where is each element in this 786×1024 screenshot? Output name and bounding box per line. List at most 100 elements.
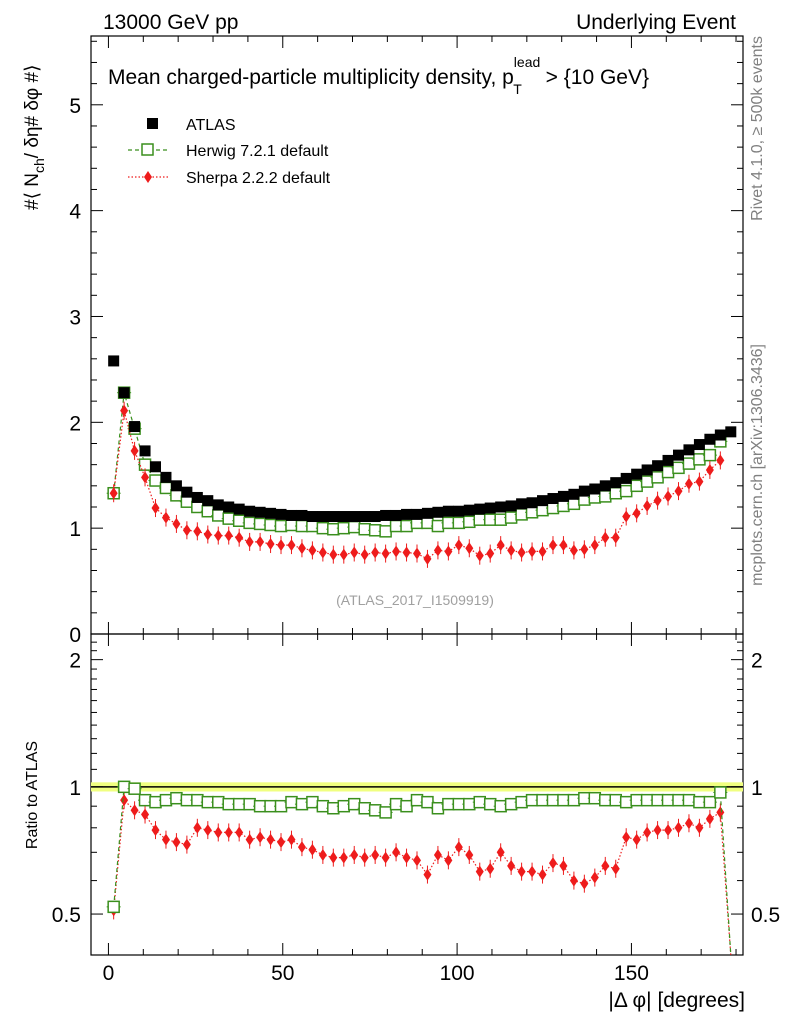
chart-title-superscript: lead bbox=[514, 54, 540, 70]
sherpa-point bbox=[371, 546, 380, 559]
sherpa-point bbox=[329, 548, 338, 561]
herwig-ratio-point bbox=[138, 793, 152, 807]
sherpa-ratio-point bbox=[141, 808, 150, 821]
herwig-point bbox=[452, 516, 466, 530]
chart-title-tail: > {10 GeV} bbox=[540, 66, 649, 89]
atlas-point bbox=[254, 506, 266, 518]
herwig-ratio-point bbox=[567, 793, 581, 807]
sherpa-ratio-point bbox=[632, 833, 641, 846]
herwig-ratio-point bbox=[379, 806, 392, 819]
atlas-point bbox=[599, 480, 611, 492]
herwig-point bbox=[264, 518, 277, 532]
x-tick-label: 150 bbox=[614, 962, 649, 985]
atlas-point bbox=[463, 504, 475, 516]
herwig-ratio-point bbox=[714, 786, 727, 799]
ratio-series-layer bbox=[106, 780, 732, 956]
sherpa-point bbox=[287, 539, 296, 552]
atlas-point bbox=[578, 485, 590, 497]
sherpa-point bbox=[235, 531, 244, 544]
sherpa-point bbox=[224, 529, 233, 542]
atlas-point bbox=[641, 464, 653, 476]
sherpa-point bbox=[590, 539, 599, 552]
sherpa-ratio-point bbox=[193, 821, 202, 834]
atlas-point bbox=[547, 493, 559, 505]
atlas-point bbox=[693, 439, 705, 451]
sherpa-ratio-point bbox=[339, 851, 348, 864]
atlas-point bbox=[652, 460, 664, 472]
atlas-point bbox=[526, 497, 538, 509]
sherpa-point bbox=[465, 542, 474, 555]
sherpa-point bbox=[507, 544, 516, 557]
herwig-point bbox=[463, 515, 476, 529]
sherpa-point bbox=[141, 471, 150, 484]
main-y-axis-label: #⟨ Nch/ δη# δφ #⟩ bbox=[22, 65, 47, 210]
sherpa-point bbox=[339, 548, 348, 561]
sherpa-point bbox=[308, 544, 317, 557]
x-tick-label: 50 bbox=[271, 962, 294, 985]
sherpa-ratio-point bbox=[256, 831, 265, 844]
herwig-ratio-point bbox=[389, 797, 403, 811]
sherpa-ratio-point bbox=[507, 859, 516, 872]
herwig-point bbox=[599, 490, 612, 503]
atlas-point bbox=[327, 511, 339, 523]
atlas-point bbox=[150, 461, 162, 473]
sherpa-ratio-point bbox=[423, 868, 432, 881]
sherpa-point bbox=[653, 494, 662, 507]
herwig-ratio-series bbox=[106, 780, 732, 956]
sherpa-ratio-point bbox=[151, 824, 160, 837]
x-tick-label: 100 bbox=[440, 962, 475, 985]
herwig-point bbox=[253, 517, 267, 531]
main-y-axis-label-tail: / δη# δφ #⟩ bbox=[22, 65, 43, 159]
legend-herwig-marker bbox=[141, 143, 154, 156]
atlas-point bbox=[296, 509, 308, 521]
sherpa-point bbox=[402, 546, 411, 559]
analysis-id-label: (ATLAS_2017_I1509919) bbox=[336, 592, 494, 608]
sherpa-point bbox=[381, 547, 390, 560]
atlas-point bbox=[129, 421, 141, 433]
sherpa-point bbox=[182, 524, 191, 537]
sherpa-point bbox=[611, 531, 620, 544]
atlas-point bbox=[306, 511, 318, 523]
sherpa-ratio-point bbox=[182, 838, 191, 851]
sherpa-ratio-point bbox=[643, 826, 652, 839]
atlas-point bbox=[118, 387, 130, 399]
header-right-title: Underlying Event bbox=[576, 11, 736, 34]
herwig-ratio-point bbox=[295, 797, 309, 811]
x-tick-label: 0 bbox=[103, 962, 115, 985]
herwig-ratio-point bbox=[473, 795, 487, 809]
atlas-point bbox=[474, 503, 486, 515]
herwig-point bbox=[515, 508, 528, 521]
sherpa-ratio-point bbox=[454, 841, 463, 854]
atlas-point bbox=[683, 444, 695, 456]
herwig-ratio-line bbox=[113, 786, 732, 956]
herwig-point bbox=[337, 521, 351, 535]
sherpa-point bbox=[580, 543, 589, 556]
atlas-point bbox=[265, 507, 277, 519]
herwig-ratio-point bbox=[483, 797, 497, 811]
atlas-point bbox=[620, 472, 632, 484]
atlas-point bbox=[244, 505, 256, 517]
sherpa-ratio-point bbox=[371, 848, 380, 861]
sherpa-line bbox=[113, 410, 721, 560]
ratio-y-tick-label: 1 bbox=[69, 777, 81, 800]
atlas-point bbox=[557, 490, 569, 502]
herwig-ratio-point bbox=[149, 795, 162, 809]
atlas-point bbox=[202, 495, 214, 507]
herwig-point bbox=[243, 516, 256, 530]
main-y-tick-label: 3 bbox=[69, 306, 81, 329]
herwig-ratio-point bbox=[588, 791, 602, 805]
atlas-point bbox=[223, 501, 235, 513]
atlas-point bbox=[348, 511, 360, 523]
sherpa-ratio-point bbox=[318, 848, 327, 861]
atlas-point bbox=[537, 495, 549, 507]
sherpa-ratio-point bbox=[486, 862, 495, 875]
sherpa-point bbox=[161, 511, 170, 524]
atlas-point bbox=[181, 486, 193, 498]
sherpa-ratio-point bbox=[705, 812, 714, 825]
sherpa-ratio-point bbox=[684, 817, 693, 830]
atlas-point bbox=[160, 471, 172, 483]
herwig-point bbox=[368, 524, 382, 537]
sherpa-ratio-point bbox=[402, 851, 411, 864]
sherpa-ratio-point bbox=[496, 846, 505, 859]
main-y-tick-label: 5 bbox=[69, 95, 81, 118]
